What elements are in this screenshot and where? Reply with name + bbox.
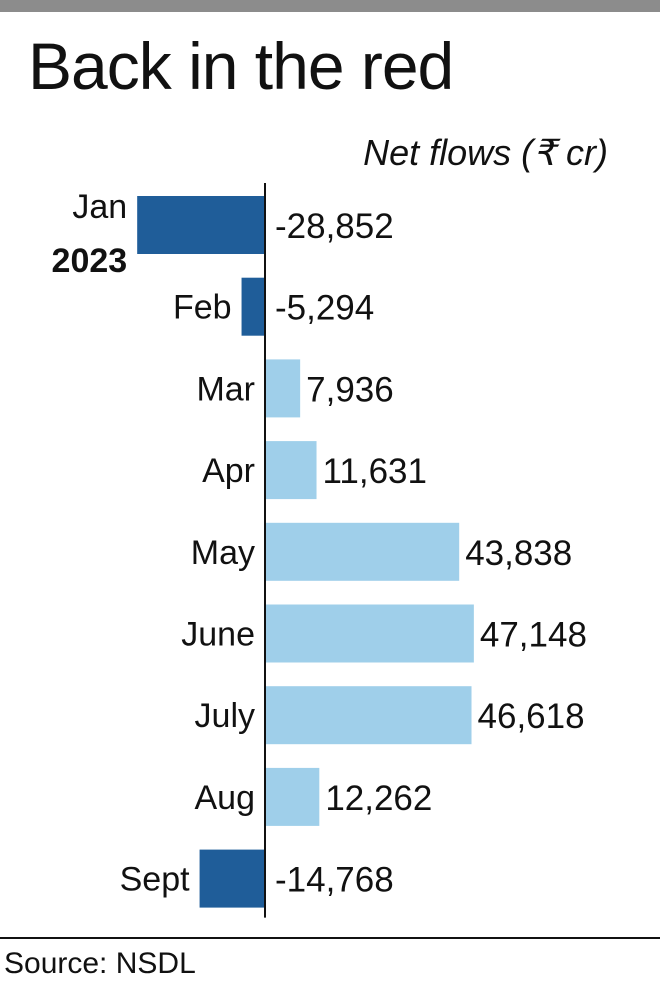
value-label-aug: 12,262 — [325, 779, 432, 818]
category-label-jan: Jan — [72, 188, 127, 226]
bar-chart: -28,852 Jan 2023 -5,294 Feb 7,936 Mar 11,631 Apr… — [52, 183, 587, 918]
bar-mar — [265, 359, 301, 418]
bar-sept — [199, 849, 265, 908]
value-label-mar: 7,936 — [306, 370, 394, 409]
bottom-rule — [0, 937, 660, 939]
unit-label: Net flows (₹ cr) — [363, 132, 608, 173]
category-label-feb: Feb — [173, 289, 232, 327]
value-label-sept: -14,768 — [275, 861, 394, 900]
value-label-may: 43,838 — [465, 534, 572, 573]
category-label-may: May — [191, 534, 255, 572]
category-label-apr: Apr — [202, 452, 255, 490]
source-note: Source: NSDL — [4, 947, 196, 980]
bar-july — [265, 686, 472, 745]
category-label-sept: Sept — [120, 861, 190, 899]
category-label-mar: Mar — [196, 370, 255, 408]
bar-may — [265, 522, 460, 581]
bar-apr — [265, 441, 317, 500]
bar-aug — [265, 767, 320, 826]
value-label-july: 46,618 — [478, 697, 585, 736]
category-label-july: July — [195, 697, 255, 735]
bar-june — [265, 604, 474, 663]
year-label: 2023 — [52, 242, 128, 280]
top-rule — [0, 0, 660, 12]
chart-title: Back in the red — [28, 29, 454, 103]
bar-jan — [137, 196, 265, 254]
value-label-jan: -28,852 — [275, 207, 394, 246]
category-label-june: June — [181, 616, 255, 654]
value-label-june: 47,148 — [480, 616, 587, 655]
value-label-apr: 11,631 — [323, 452, 427, 491]
value-label-feb: -5,294 — [275, 289, 374, 328]
bar-feb — [241, 277, 265, 336]
category-label-aug: Aug — [195, 779, 256, 817]
